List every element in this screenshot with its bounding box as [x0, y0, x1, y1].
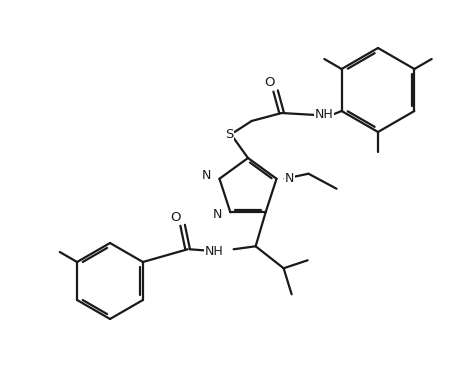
Text: O: O — [170, 211, 181, 224]
Text: NH: NH — [313, 109, 332, 121]
Text: N: N — [212, 208, 222, 221]
Text: NH: NH — [204, 245, 223, 258]
Text: N: N — [284, 172, 293, 185]
Text: N: N — [202, 169, 211, 182]
Text: S: S — [225, 129, 233, 141]
Text: O: O — [264, 76, 274, 89]
